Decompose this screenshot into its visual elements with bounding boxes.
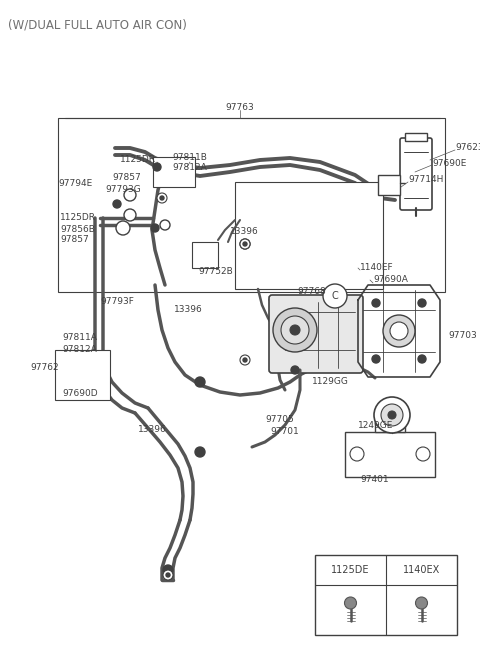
- Text: 1140EX: 1140EX: [403, 565, 440, 575]
- Circle shape: [290, 325, 300, 335]
- Text: 97811B: 97811B: [172, 153, 207, 162]
- Text: 97856B: 97856B: [60, 225, 95, 233]
- Circle shape: [163, 570, 173, 580]
- Circle shape: [381, 404, 403, 426]
- Text: (W/DUAL FULL AUTO AIR CON): (W/DUAL FULL AUTO AIR CON): [8, 18, 187, 31]
- Text: 97705: 97705: [265, 415, 294, 424]
- Text: 1140EF: 1140EF: [360, 263, 394, 272]
- Text: 97762: 97762: [30, 364, 59, 373]
- Circle shape: [372, 355, 380, 363]
- Bar: [405, 133, 427, 141]
- Circle shape: [153, 163, 161, 171]
- Circle shape: [116, 221, 130, 235]
- Circle shape: [323, 284, 347, 308]
- Text: 97857: 97857: [60, 236, 89, 244]
- Circle shape: [166, 573, 170, 577]
- Circle shape: [281, 316, 309, 344]
- Text: 97811A: 97811A: [62, 333, 97, 343]
- Circle shape: [160, 220, 170, 230]
- Circle shape: [383, 315, 415, 347]
- Circle shape: [416, 447, 430, 461]
- Text: 97794E: 97794E: [58, 179, 92, 187]
- Text: 1125DR: 1125DR: [60, 214, 96, 223]
- Text: 13396: 13396: [138, 426, 167, 434]
- Circle shape: [390, 322, 408, 340]
- Circle shape: [118, 226, 126, 234]
- Circle shape: [151, 224, 159, 232]
- Circle shape: [372, 299, 380, 307]
- Text: 97714H: 97714H: [408, 176, 444, 185]
- Text: 13396: 13396: [174, 305, 203, 314]
- Circle shape: [345, 597, 357, 609]
- Circle shape: [124, 189, 136, 201]
- Bar: [378, 175, 400, 195]
- Circle shape: [350, 447, 364, 461]
- Circle shape: [374, 397, 410, 433]
- Text: 1249GE: 1249GE: [358, 422, 394, 430]
- Circle shape: [163, 565, 173, 575]
- Bar: [235, 182, 383, 289]
- Circle shape: [416, 597, 428, 609]
- Circle shape: [195, 447, 205, 457]
- Text: 97763: 97763: [226, 102, 254, 111]
- Circle shape: [243, 242, 247, 246]
- Circle shape: [273, 308, 317, 352]
- Circle shape: [240, 239, 250, 249]
- Circle shape: [243, 358, 247, 362]
- Circle shape: [418, 355, 426, 363]
- Text: 97812A: 97812A: [62, 345, 97, 354]
- Text: 97857: 97857: [112, 174, 141, 183]
- Text: 97812A: 97812A: [172, 164, 207, 172]
- Bar: [192, 242, 218, 268]
- Circle shape: [388, 411, 396, 419]
- Bar: [345, 432, 435, 477]
- Circle shape: [291, 366, 299, 374]
- Bar: [375, 420, 405, 432]
- Circle shape: [418, 299, 426, 307]
- Text: 97690E: 97690E: [432, 159, 467, 168]
- Circle shape: [157, 193, 167, 203]
- Text: 1129GG: 1129GG: [312, 377, 348, 386]
- Text: 97752B: 97752B: [198, 267, 233, 276]
- Text: 97768: 97768: [298, 288, 326, 297]
- Bar: [55, 350, 110, 400]
- Bar: [315, 555, 457, 635]
- Text: C: C: [332, 291, 338, 301]
- Text: 97690D: 97690D: [62, 388, 97, 398]
- Text: 97703: 97703: [448, 331, 477, 339]
- Circle shape: [113, 200, 121, 208]
- Text: 97793F: 97793F: [100, 297, 134, 307]
- Circle shape: [240, 239, 250, 249]
- Text: 97623: 97623: [455, 143, 480, 153]
- Text: 13396: 13396: [229, 227, 258, 236]
- FancyBboxPatch shape: [269, 295, 363, 373]
- Text: 97793G: 97793G: [105, 185, 141, 195]
- Circle shape: [195, 377, 205, 387]
- Text: 1125DE: 1125DE: [331, 565, 370, 575]
- Text: 97401: 97401: [360, 476, 389, 485]
- Text: 97701: 97701: [271, 428, 300, 436]
- Text: 1125DR: 1125DR: [120, 155, 156, 164]
- Bar: [153, 157, 195, 187]
- Circle shape: [124, 209, 136, 221]
- FancyBboxPatch shape: [400, 138, 432, 210]
- Circle shape: [240, 355, 250, 365]
- Bar: [58, 118, 445, 292]
- Text: 97690A: 97690A: [373, 276, 408, 284]
- Circle shape: [160, 196, 164, 200]
